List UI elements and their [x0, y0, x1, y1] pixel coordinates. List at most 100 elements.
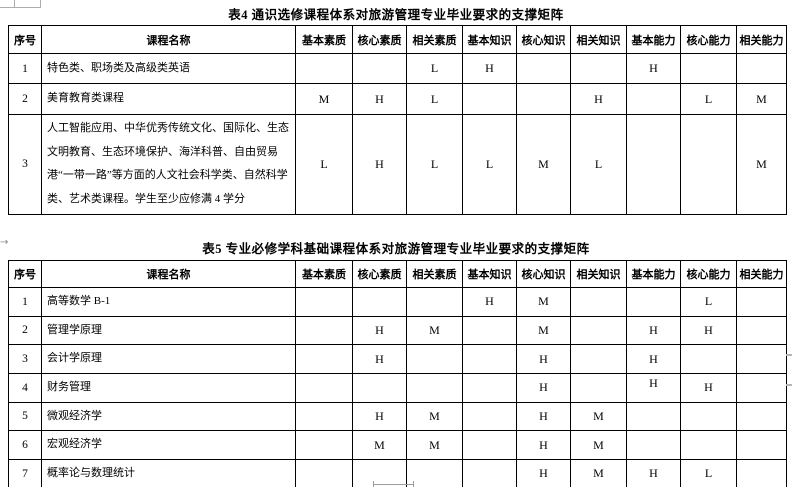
matrix-cell: H — [570, 83, 627, 115]
matrix-cell: H — [516, 458, 571, 487]
column-header: 相关能力 — [736, 260, 787, 288]
column-header: 基本素质 — [295, 260, 353, 288]
matrix-cell — [406, 458, 463, 487]
matrix-cell — [570, 315, 627, 346]
matrix-cell — [462, 401, 517, 432]
course-name: 美育教育类课程 — [41, 83, 296, 115]
matrix-cell: H — [680, 315, 737, 346]
matrix-cell: H — [626, 372, 681, 403]
matrix-cell: M — [352, 430, 407, 460]
matrix-cell: M — [406, 315, 463, 346]
matrix-cell: M — [516, 315, 571, 346]
matrix-cell — [462, 430, 517, 460]
matrix-cell — [736, 315, 787, 346]
column-header: 相关知识 — [570, 25, 627, 54]
row-number: 4 — [8, 372, 42, 403]
column-header: 相关素质 — [406, 25, 463, 54]
matrix-cell: L — [462, 114, 517, 215]
matrix-cell: H — [352, 401, 407, 432]
row-number: 2 — [8, 315, 42, 346]
column-header: 相关知识 — [570, 260, 627, 288]
table4-title: 表4 通识选修课程体系对旅游管理专业毕业要求的支撑矩阵 — [228, 8, 564, 22]
matrix-cell: H — [352, 344, 407, 374]
matrix-cell — [406, 372, 463, 403]
matrix-cell — [295, 344, 353, 374]
column-header: 基本素质 — [295, 25, 353, 54]
course-name: 宏观经济学 — [41, 430, 296, 460]
column-header: 基本知识 — [462, 25, 517, 54]
table4-support-matrix: 序号 课程名称 基本素质 核心素质 相关素质 基本知识 核心知识 相关知识 基本能力 核心能力 相关… — [8, 25, 787, 215]
matrix-cell — [570, 287, 627, 317]
row-number: 6 — [8, 430, 42, 460]
matrix-cell: M — [516, 114, 571, 215]
column-header: 序号 — [8, 260, 42, 288]
cropped-table-edge-artifact — [14, 0, 15, 7]
column-header: 核心素质 — [352, 25, 407, 54]
table-row: 6 宏观经济学 M M H M — [8, 430, 787, 460]
matrix-cell: L — [680, 83, 737, 115]
matrix-cell — [736, 430, 787, 460]
matrix-cell — [626, 83, 681, 115]
matrix-cell: L — [406, 83, 463, 115]
page-edge-mark — [786, 354, 792, 356]
matrix-cell — [295, 287, 353, 317]
table-row: 4 财务管理 H H H — [8, 372, 787, 403]
matrix-cell — [295, 458, 353, 487]
course-name: 人工智能应用、中华优秀传统文化、国际化、生态文明教育、生态环境保护、海洋科普、自… — [41, 114, 296, 215]
matrix-cell: L — [406, 114, 463, 215]
table5-support-matrix: 序号 课程名称 基本素质 核心素质 相关素质 基本知识 核心知识 相关知识 基本能力 核心能力 相关… — [8, 260, 787, 487]
column-header: 基本能力 — [626, 260, 681, 288]
column-header: 基本知识 — [462, 260, 517, 288]
cropped-handle-artifact — [373, 481, 374, 487]
matrix-cell: M — [406, 401, 463, 432]
matrix-cell: H — [352, 114, 407, 215]
course-name: 概率论与数理统计 — [41, 458, 296, 487]
cropped-handle-artifact — [373, 484, 414, 485]
matrix-cell: H — [462, 287, 517, 317]
matrix-cell: H — [352, 83, 407, 115]
table5-title: 表5 专业必修学科基础课程体系对旅游管理专业毕业要求的支撑矩阵 — [202, 242, 590, 256]
matrix-cell — [626, 401, 681, 432]
matrix-cell — [352, 287, 407, 317]
matrix-cell: L — [570, 114, 627, 215]
column-header: 核心能力 — [680, 25, 737, 54]
matrix-cell: H — [462, 53, 517, 84]
header-row: 序号 课程名称 基本素质 核心素质 相关素质 基本知识 核心知识 相关知识 基本能力 核心能力 相关… — [8, 260, 787, 288]
matrix-cell — [626, 287, 681, 317]
matrix-cell — [406, 287, 463, 317]
matrix-cell — [352, 458, 407, 487]
course-name: 管理学原理 — [41, 315, 296, 346]
table-row: 1 高等数学 B-1 H M L — [8, 287, 787, 317]
matrix-cell — [680, 53, 737, 84]
table-row: 7 概率论与数理统计 H M H L — [8, 458, 787, 487]
row-number: 7 — [8, 458, 42, 487]
course-name: 会计学原理 — [41, 344, 296, 374]
matrix-cell — [516, 83, 571, 115]
matrix-cell: M — [570, 458, 627, 487]
column-header: 相关素质 — [406, 260, 463, 288]
row-number: 3 — [8, 344, 42, 374]
matrix-cell — [680, 114, 737, 215]
matrix-cell — [736, 401, 787, 432]
row-number: 3 — [8, 114, 42, 215]
cropped-handle-artifact — [413, 481, 414, 487]
matrix-cell: H — [626, 458, 681, 487]
column-header: 核心知识 — [516, 25, 571, 54]
matrix-cell: M — [570, 401, 627, 432]
matrix-cell — [516, 53, 571, 84]
matrix-cell — [680, 430, 737, 460]
course-name: 微观经济学 — [41, 401, 296, 432]
matrix-cell — [736, 287, 787, 317]
matrix-cell — [352, 372, 407, 403]
matrix-cell — [680, 401, 737, 432]
matrix-cell: H — [626, 53, 681, 84]
matrix-cell — [736, 53, 787, 84]
matrix-cell — [295, 315, 353, 346]
column-header: 相关能力 — [736, 25, 787, 54]
matrix-cell: H — [352, 315, 407, 346]
matrix-cell — [570, 372, 627, 403]
matrix-cell: M — [406, 430, 463, 460]
matrix-cell: L — [680, 287, 737, 317]
matrix-cell — [626, 430, 681, 460]
matrix-cell: M — [570, 430, 627, 460]
